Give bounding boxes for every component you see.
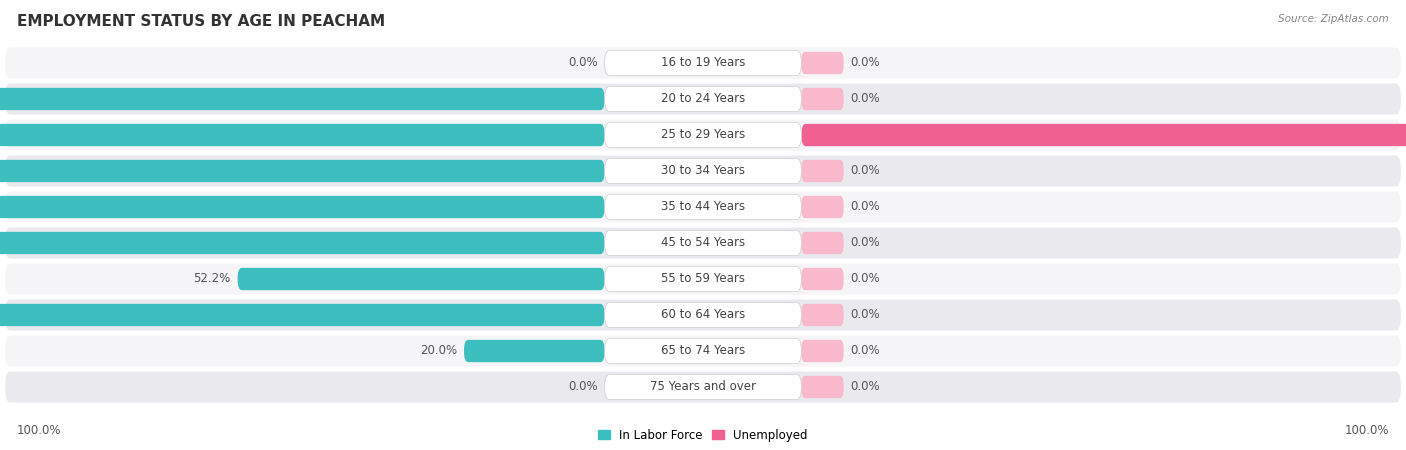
FancyBboxPatch shape bbox=[801, 196, 844, 218]
FancyBboxPatch shape bbox=[801, 232, 844, 254]
FancyBboxPatch shape bbox=[605, 230, 801, 256]
FancyBboxPatch shape bbox=[605, 266, 801, 292]
FancyBboxPatch shape bbox=[0, 88, 605, 110]
FancyBboxPatch shape bbox=[801, 160, 844, 182]
Text: 65 to 74 Years: 65 to 74 Years bbox=[661, 345, 745, 357]
FancyBboxPatch shape bbox=[4, 334, 1402, 368]
Text: 0.0%: 0.0% bbox=[851, 309, 880, 321]
Text: 52.2%: 52.2% bbox=[194, 273, 231, 285]
FancyBboxPatch shape bbox=[0, 232, 605, 254]
Text: 0.0%: 0.0% bbox=[851, 237, 880, 249]
Text: Source: ZipAtlas.com: Source: ZipAtlas.com bbox=[1278, 14, 1389, 23]
FancyBboxPatch shape bbox=[0, 196, 605, 218]
FancyBboxPatch shape bbox=[4, 118, 1402, 152]
FancyBboxPatch shape bbox=[605, 194, 801, 220]
Text: 0.0%: 0.0% bbox=[851, 273, 880, 285]
FancyBboxPatch shape bbox=[801, 340, 844, 362]
Text: 0.0%: 0.0% bbox=[568, 57, 598, 69]
Text: 100.0%: 100.0% bbox=[17, 423, 62, 436]
FancyBboxPatch shape bbox=[4, 190, 1402, 224]
FancyBboxPatch shape bbox=[801, 268, 844, 290]
FancyBboxPatch shape bbox=[464, 340, 605, 362]
FancyBboxPatch shape bbox=[801, 376, 844, 398]
FancyBboxPatch shape bbox=[605, 338, 801, 364]
FancyBboxPatch shape bbox=[801, 304, 844, 326]
FancyBboxPatch shape bbox=[4, 262, 1402, 296]
Text: 16 to 19 Years: 16 to 19 Years bbox=[661, 57, 745, 69]
FancyBboxPatch shape bbox=[4, 154, 1402, 188]
Text: 0.0%: 0.0% bbox=[851, 201, 880, 213]
FancyBboxPatch shape bbox=[4, 298, 1402, 332]
Legend: In Labor Force, Unemployed: In Labor Force, Unemployed bbox=[596, 427, 810, 444]
FancyBboxPatch shape bbox=[4, 46, 1402, 80]
FancyBboxPatch shape bbox=[0, 124, 605, 146]
FancyBboxPatch shape bbox=[0, 160, 605, 182]
FancyBboxPatch shape bbox=[4, 370, 1402, 404]
FancyBboxPatch shape bbox=[605, 302, 801, 328]
Text: 30 to 34 Years: 30 to 34 Years bbox=[661, 165, 745, 177]
FancyBboxPatch shape bbox=[801, 124, 1406, 146]
FancyBboxPatch shape bbox=[238, 268, 605, 290]
FancyBboxPatch shape bbox=[0, 304, 605, 326]
FancyBboxPatch shape bbox=[4, 82, 1402, 116]
Text: 35 to 44 Years: 35 to 44 Years bbox=[661, 201, 745, 213]
Text: 75 Years and over: 75 Years and over bbox=[650, 381, 756, 393]
FancyBboxPatch shape bbox=[4, 226, 1402, 260]
Text: 0.0%: 0.0% bbox=[851, 165, 880, 177]
Text: EMPLOYMENT STATUS BY AGE IN PEACHAM: EMPLOYMENT STATUS BY AGE IN PEACHAM bbox=[17, 14, 385, 28]
Text: 20.0%: 20.0% bbox=[420, 345, 457, 357]
Text: 100.0%: 100.0% bbox=[1344, 423, 1389, 436]
Text: 0.0%: 0.0% bbox=[568, 381, 598, 393]
FancyBboxPatch shape bbox=[605, 158, 801, 184]
FancyBboxPatch shape bbox=[605, 50, 801, 76]
FancyBboxPatch shape bbox=[605, 122, 801, 148]
Text: 0.0%: 0.0% bbox=[851, 93, 880, 105]
Text: 45 to 54 Years: 45 to 54 Years bbox=[661, 237, 745, 249]
Text: 60 to 64 Years: 60 to 64 Years bbox=[661, 309, 745, 321]
Text: 0.0%: 0.0% bbox=[851, 57, 880, 69]
Text: 55 to 59 Years: 55 to 59 Years bbox=[661, 273, 745, 285]
Text: 25 to 29 Years: 25 to 29 Years bbox=[661, 129, 745, 141]
Text: 0.0%: 0.0% bbox=[851, 345, 880, 357]
Text: 20 to 24 Years: 20 to 24 Years bbox=[661, 93, 745, 105]
FancyBboxPatch shape bbox=[605, 86, 801, 112]
FancyBboxPatch shape bbox=[801, 88, 844, 110]
FancyBboxPatch shape bbox=[801, 52, 844, 74]
FancyBboxPatch shape bbox=[605, 374, 801, 400]
Text: 0.0%: 0.0% bbox=[851, 381, 880, 393]
